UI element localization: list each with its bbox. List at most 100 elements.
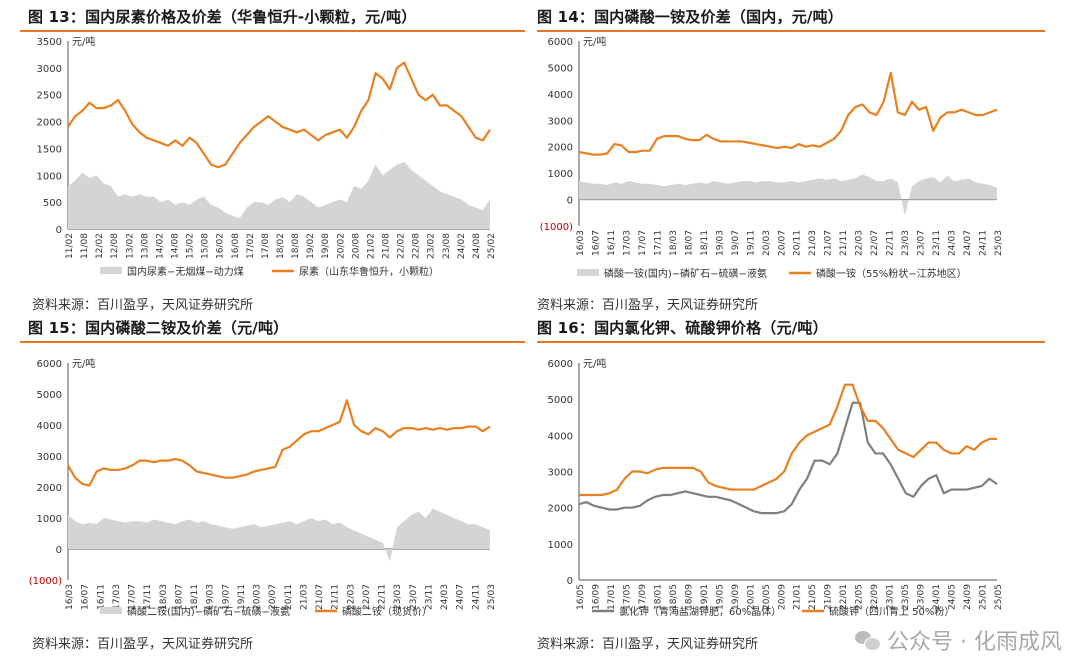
x-tick-label: 20/02 [336, 233, 346, 259]
y-tick-label: 1000 [548, 169, 573, 180]
x-tick-label: 22/01 [839, 584, 849, 610]
x-tick-label: 22/03 [855, 230, 865, 256]
x-tick-label: 24/09 [963, 584, 973, 610]
y-unit-label: 元/吨 [72, 357, 95, 370]
x-tick-label: 22/05 [855, 584, 865, 610]
x-tick-label: 17/01 [607, 584, 617, 610]
y-tick-label: 5000 [548, 395, 573, 406]
x-tick-label: 23/03 [393, 584, 403, 610]
wechat-icon [855, 629, 882, 651]
x-tick-label: 23/05 [901, 584, 911, 610]
x-tick-label: 21/07 [824, 230, 834, 256]
legend-swatch [577, 269, 599, 276]
x-tick-label: 22/03 [346, 584, 356, 610]
y-tick-label: 1000 [548, 540, 573, 551]
x-tick-label: 16/05 [576, 584, 586, 610]
y-tick-label: 4000 [548, 90, 573, 101]
legend-label: 尿素（山东华鲁恒升，小颗粒） [299, 265, 439, 278]
legend-label: 硫酸钾（四川青上 50%粉） [829, 605, 954, 618]
x-tick-label: 23/09 [917, 584, 927, 610]
x-tick-label: 21/03 [299, 584, 309, 610]
x-tick-label: 12/08 [110, 233, 120, 259]
x-tick-label: 21/08 [382, 233, 392, 259]
area-series-0 [68, 508, 490, 562]
legend-label: 磷酸一铵（55%粉状−江苏地区） [816, 267, 967, 280]
x-tick-label: 20/03 [253, 584, 263, 610]
y-tick-label: 2000 [37, 118, 62, 129]
chart-panel-map: 图 14：国内磷酸一铵及价差（国内，元/吨） 元/吨 (1000) 0 1000 200… [537, 0, 1057, 325]
x-tick-label: 16/03 [576, 230, 586, 256]
x-tick-label: 24/05 [948, 584, 958, 610]
x-tick-label: 12/02 [95, 233, 105, 259]
y-tick-label: 6000 [37, 359, 62, 370]
x-tick-label: 21/05 [808, 584, 818, 610]
x-tick-label: 23/11 [932, 230, 942, 256]
title-rule [20, 341, 525, 343]
x-tick-label: 18/05 [669, 584, 679, 610]
map-chart: 元/吨 (1000) 0 1000 2000 3000 4000 5000 6000 16/03 1… [540, 35, 1004, 280]
line-series-1 [67, 61, 491, 169]
x-tick-label: 22/02 [397, 233, 407, 259]
x-tick-label: 18/03 [159, 584, 169, 610]
x-tick-label: 24/08 [472, 233, 482, 259]
x-tick-label: 17/05 [622, 584, 632, 610]
x-tick-label: 16/11 [607, 230, 617, 256]
x-tick-label: 24/11 [471, 584, 481, 610]
x-tick-label: 14/08 [171, 233, 181, 259]
x-tick-label: 21/07 [315, 584, 325, 610]
y-tick-label: 2000 [37, 483, 62, 494]
x-tick-label: 25/05 [994, 584, 1004, 610]
y-unit-label: 元/吨 [583, 35, 606, 48]
y-tick-label: 1000 [37, 514, 62, 525]
y-tick-label: 5000 [548, 63, 573, 74]
x-tick-label: 19/07 [731, 230, 741, 256]
x-tick-label: 25/03 [994, 230, 1004, 256]
wechat-watermark: 公众号 · 化雨成风 [855, 624, 1062, 656]
y-tick-label: (1000) [540, 222, 573, 233]
x-tick-label: 16/09 [591, 584, 601, 610]
chart-panel-potash: 图 16：国内氯化钾、硫酸钾价格（元/吨） 元/吨 0 1000 2000 3000 40… [537, 315, 1057, 665]
x-tick-label: 21/11 [839, 230, 849, 256]
x-tick-label: 19/03 [206, 584, 216, 610]
x-tick-label: 16/11 [96, 584, 106, 610]
y-tick-label: 500 [43, 198, 62, 209]
y-tick-label: 5000 [37, 390, 62, 401]
x-tick-label: 16/07 [81, 584, 91, 610]
y-tick-label: 2000 [548, 143, 573, 154]
y-tick-label: 3000 [548, 116, 573, 127]
legend-label: 磷酸二铵（现货价） [342, 605, 432, 618]
x-tick-label: 23/07 [409, 584, 419, 610]
x-tick-label: 19/11 [237, 584, 247, 610]
x-tick-label: 23/11 [424, 584, 434, 610]
x-tick-label: 18/11 [190, 584, 200, 610]
x-tick-label: 20/03 [762, 230, 772, 256]
y-unit-label: 元/吨 [583, 357, 606, 370]
x-tick-label: 19/11 [746, 230, 756, 256]
x-tick-label: 21/11 [331, 584, 341, 610]
x-tick-label: 23/03 [901, 230, 911, 256]
x-tick-label: 22/11 [886, 230, 896, 256]
y-tick-label: 2000 [548, 504, 573, 515]
line-series-1 [67, 399, 491, 487]
x-tick-label: 20/07 [777, 230, 787, 256]
x-tick-label: 16/02 [216, 233, 226, 259]
x-tick-label: 22/08 [412, 233, 422, 259]
x-tick-label: 22/11 [378, 584, 388, 610]
legend-label: 磷酸二铵(国内)−磷矿石−硫磺−液氨 [127, 605, 290, 618]
y-unit-label: 元/吨 [72, 35, 95, 48]
x-tick-label: 25/01 [979, 584, 989, 610]
x-tick-label: 16/03 [65, 584, 75, 610]
x-tick-label: 24/02 [457, 233, 467, 259]
x-tick-label: 17/11 [653, 230, 663, 256]
x-tick-label: 22/07 [870, 230, 880, 256]
line-series-0 [578, 401, 998, 515]
line-series-1 [578, 71, 998, 156]
x-tick-label: 21/09 [824, 584, 834, 610]
x-tick-label: 20/07 [268, 584, 278, 610]
potash-chart: 元/吨 0 1000 2000 3000 4000 5000 6000 16/05 16/09 17… [548, 357, 1004, 618]
x-tick-label: 19/03 [715, 230, 725, 256]
x-tick-label: 19/08 [321, 233, 331, 259]
x-tick-label: 18/07 [684, 230, 694, 256]
x-tick-label: 18/09 [684, 584, 694, 610]
urea-chart: 元/吨 0 500 1000 1500 2000 2500 3000 3500 11/02 11/0… [37, 35, 497, 278]
